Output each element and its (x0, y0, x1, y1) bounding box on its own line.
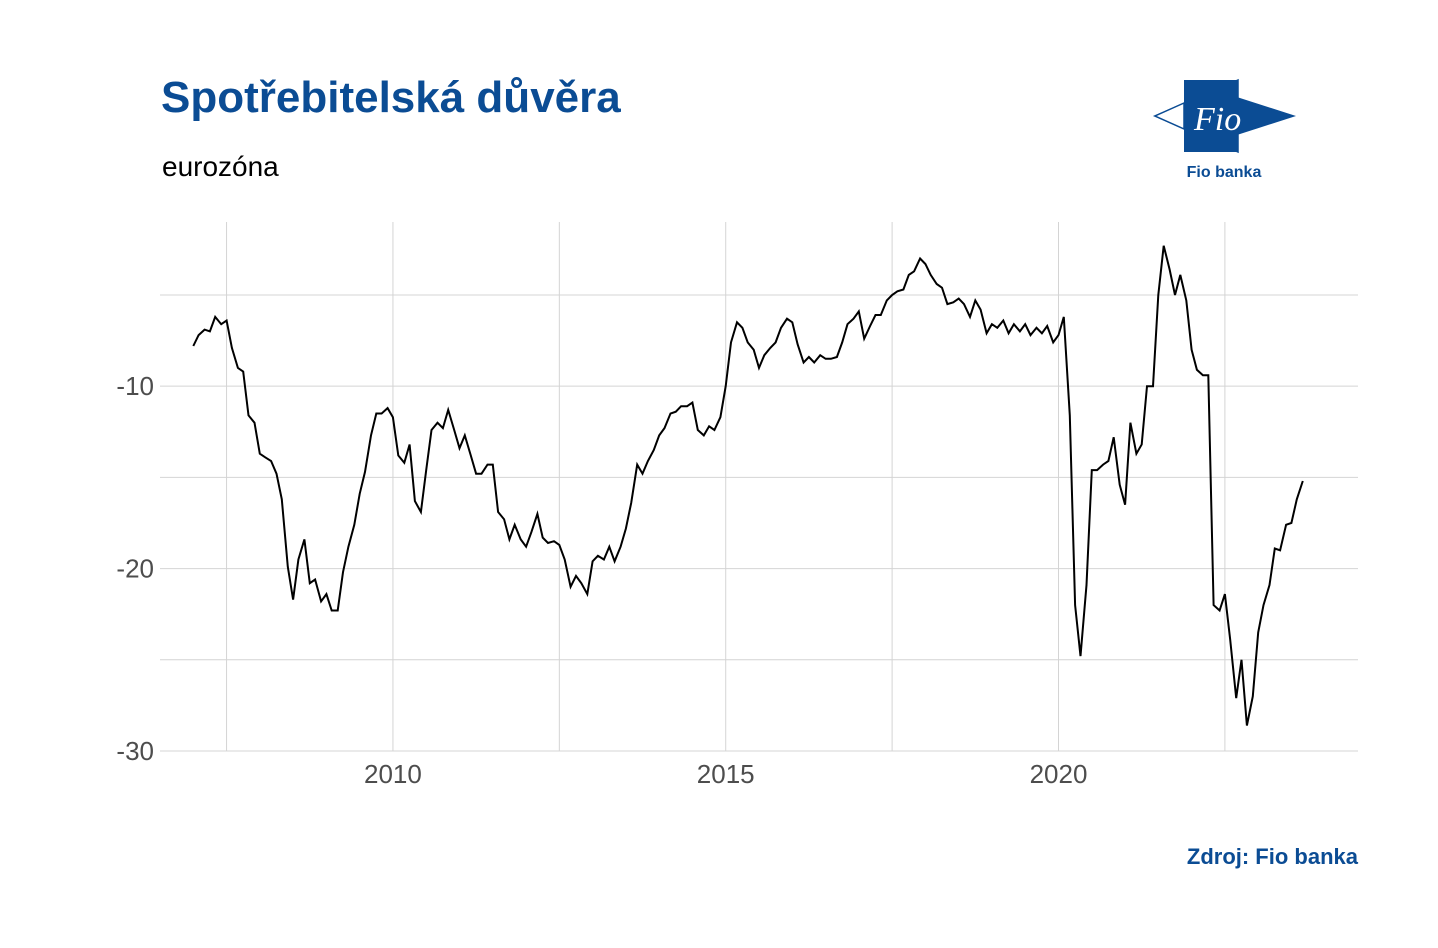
chart-subtitle: eurozóna (162, 151, 279, 182)
chart-title: Spotřebitelská důvěra (161, 73, 621, 122)
x-tick-label: 2020 (1030, 759, 1088, 789)
y-tick-label: -30 (116, 736, 154, 766)
source-note: Zdroj: Fio banka (1186, 844, 1358, 869)
logo-caption: Fio banka (1187, 164, 1262, 181)
y-axis-ticks: -30 -20 -10 (116, 371, 154, 766)
series-line (192, 245, 1304, 726)
minor-grid (160, 222, 1358, 751)
major-grid (160, 222, 1358, 752)
logo-mark-text: Fio (1193, 101, 1241, 138)
fio-banka-logo: Fio Fio banka (1150, 76, 1300, 186)
x-tick-label: 2015 (697, 759, 755, 789)
y-tick-label: -20 (116, 554, 154, 584)
y-tick-label: -10 (116, 371, 154, 401)
fio-logo-mark-icon: Fio Fio banka (1153, 78, 1296, 181)
x-tick-label: 2010 (364, 759, 422, 789)
x-axis-ticks: 2010 2015 2020 (364, 759, 1087, 789)
